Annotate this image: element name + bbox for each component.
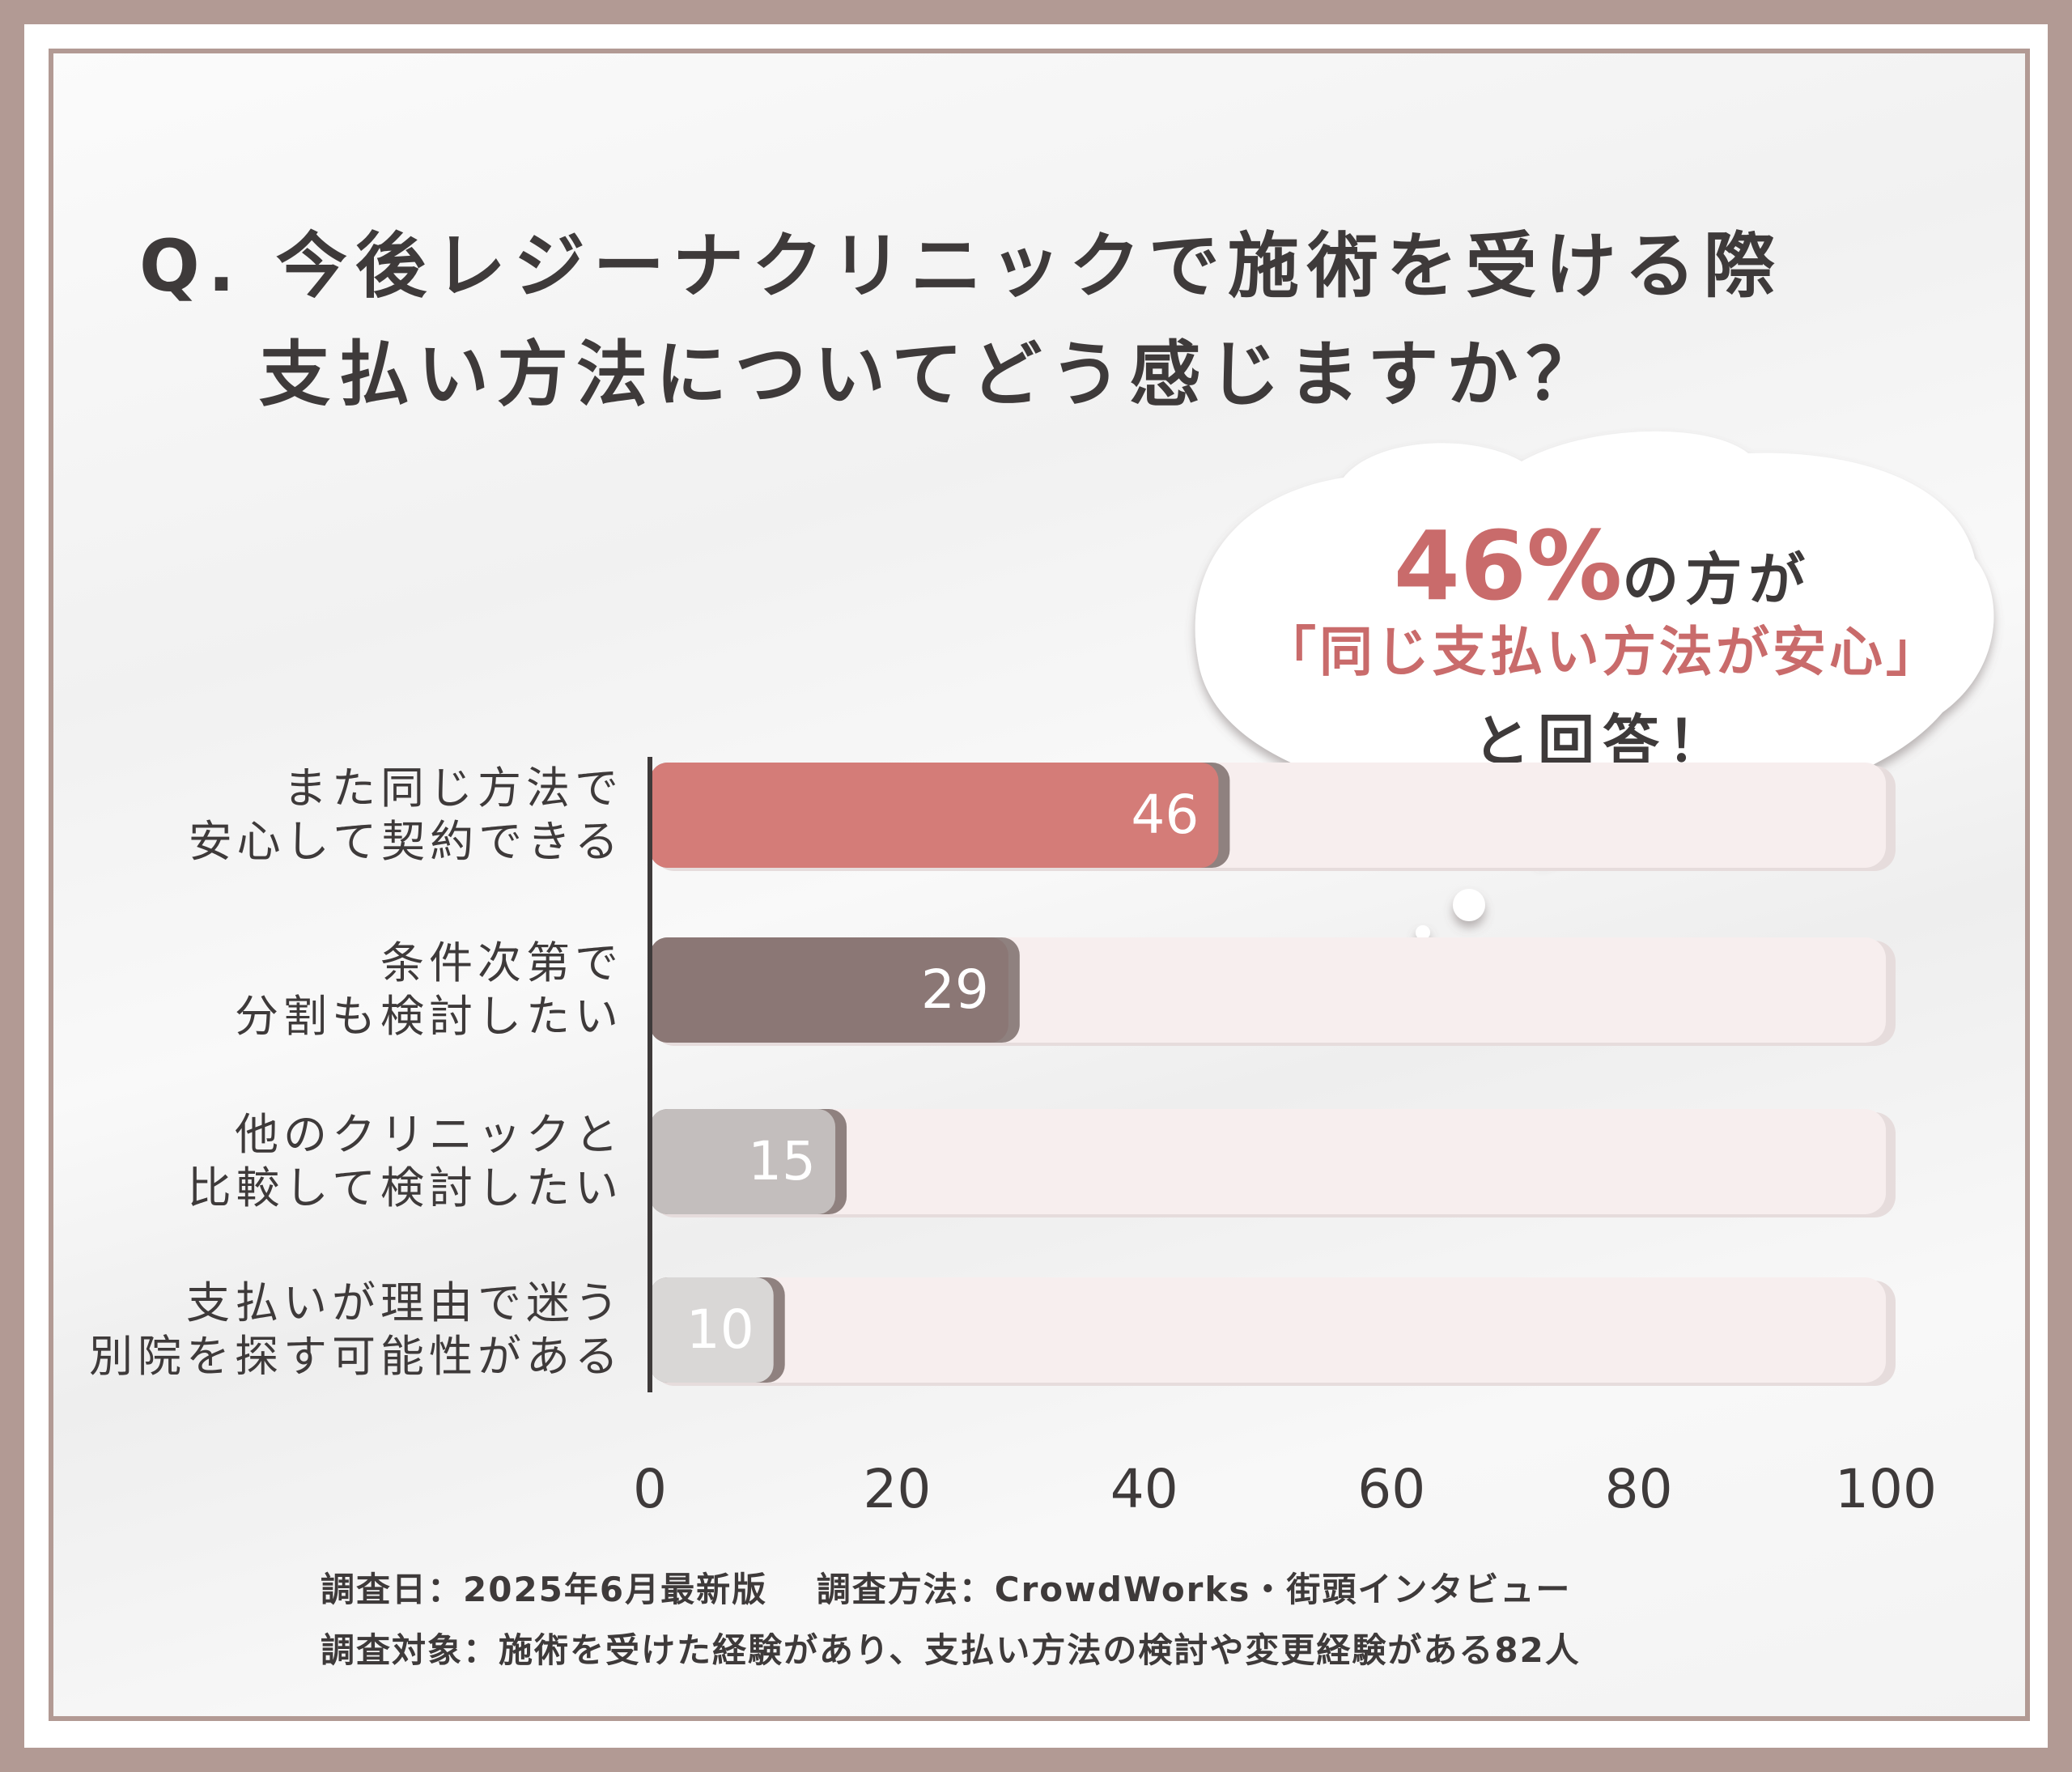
bar xyxy=(650,1109,836,1214)
category-label-line: 分割も検討したい xyxy=(235,991,623,1042)
bar-value-label: 10 xyxy=(686,1298,754,1361)
bar xyxy=(650,937,1008,1043)
category-label-line: 安心して契約できる xyxy=(188,816,623,867)
category-label-line: また同じ方法で xyxy=(283,763,623,814)
question-title-line2: 支払い方法についてどう感じますか？ xyxy=(259,333,1606,416)
category-label-line: 別院を探す可能性がある xyxy=(89,1331,623,1382)
bar-value-label: 29 xyxy=(921,958,989,1021)
chart-panel xyxy=(49,49,2030,1721)
bar-value-label: 46 xyxy=(1131,784,1199,846)
callout-line1: 46%の方が xyxy=(1182,510,2023,622)
bubble-dot-small xyxy=(1416,925,1430,940)
x-tick-label: 80 xyxy=(1605,1458,1673,1520)
x-tick-label: 20 xyxy=(863,1458,931,1520)
callout-line2: 「同じ支払い方法が安心」 xyxy=(1263,621,1942,683)
bar-track xyxy=(650,1277,1886,1383)
bar xyxy=(650,1277,774,1383)
callout-line1-rest: の方が xyxy=(1622,546,1812,613)
category-label: 条件次第で 分割も検討したい xyxy=(235,937,623,1043)
bar-value-label: 15 xyxy=(748,1130,816,1192)
category-label-line: 他のクリニックと xyxy=(235,1109,623,1160)
speech-bubble-body xyxy=(1195,431,1994,860)
category-label-line: 比較して検討したい xyxy=(187,1162,623,1213)
bar xyxy=(650,763,1219,868)
x-tick-label: 60 xyxy=(1357,1458,1425,1520)
category-label-line: 条件次第で xyxy=(380,937,623,988)
x-tick-label: 40 xyxy=(1110,1458,1178,1520)
question-title-line1: Q. 今後レジーナクリニックで施術を受ける際 xyxy=(139,224,1783,308)
footer-line2: 調査対象：施術を受けた経験があり、支払い方法の検討や変更経験がある82人 xyxy=(321,1630,1581,1670)
callout-highlight: 46% xyxy=(1393,510,1623,622)
x-tick-label: 0 xyxy=(633,1458,667,1520)
bubble-dot-large xyxy=(1453,889,1485,921)
category-label: また同じ方法で 安心して契約できる xyxy=(189,762,623,869)
x-tick-label: 100 xyxy=(1835,1458,1937,1520)
footer-line1: 調査日：2025年6月最新版 調査方法：CrowdWorks・街頭インタビュー xyxy=(321,1570,1572,1609)
bar-track xyxy=(650,1109,1886,1214)
category-label: 支払いが理由で迷う 別院を探す可能性がある xyxy=(89,1277,623,1383)
category-label: 他のクリニックと 比較して検討したい xyxy=(188,1108,623,1215)
category-label-line: 支払いが理由で迷う xyxy=(186,1277,623,1328)
